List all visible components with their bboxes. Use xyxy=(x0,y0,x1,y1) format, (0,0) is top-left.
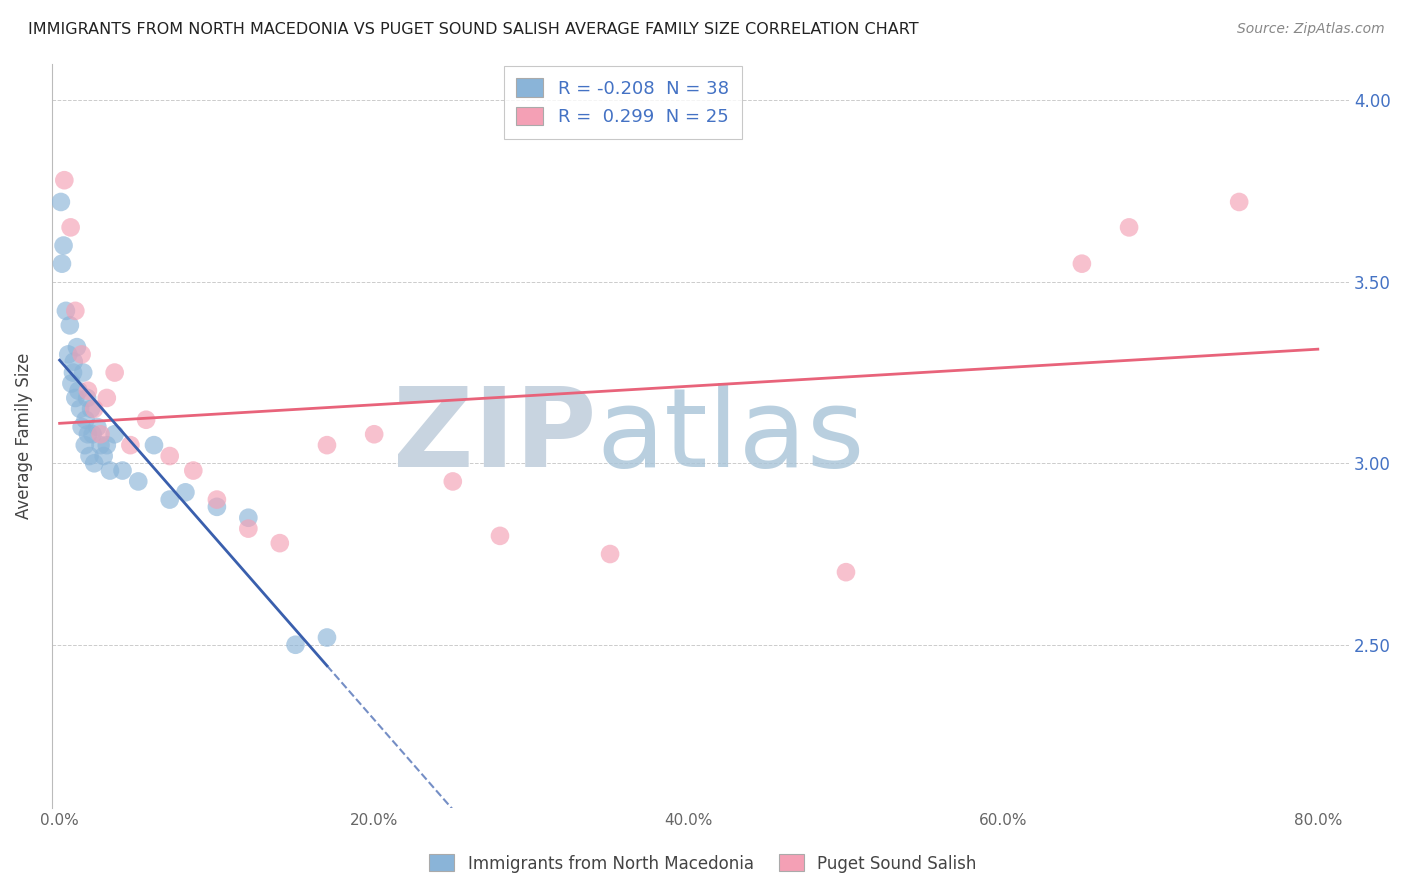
Legend: R = -0.208  N = 38, R =  0.299  N = 25: R = -0.208 N = 38, R = 0.299 N = 25 xyxy=(503,66,741,138)
Point xyxy=(77,384,100,398)
Point xyxy=(67,384,90,398)
Point xyxy=(65,391,87,405)
Point xyxy=(181,464,204,478)
Point xyxy=(269,536,291,550)
Point xyxy=(93,449,115,463)
Point xyxy=(89,427,111,442)
Point xyxy=(82,427,104,442)
Point xyxy=(205,500,228,514)
Point xyxy=(75,413,97,427)
Point xyxy=(59,318,82,333)
Point xyxy=(104,366,127,380)
Point xyxy=(53,173,76,187)
Y-axis label: Average Family Size: Average Family Size xyxy=(15,353,32,519)
Point xyxy=(52,238,75,252)
Point xyxy=(205,492,228,507)
Point xyxy=(83,456,105,470)
Point xyxy=(284,638,307,652)
Point xyxy=(59,220,82,235)
Point xyxy=(143,438,166,452)
Point xyxy=(77,427,100,442)
Point xyxy=(1118,220,1140,235)
Point xyxy=(73,438,96,452)
Point xyxy=(98,464,121,478)
Legend: Immigrants from North Macedonia, Puget Sound Salish: Immigrants from North Macedonia, Puget S… xyxy=(423,847,983,880)
Text: atlas: atlas xyxy=(596,383,865,490)
Point xyxy=(1070,257,1092,271)
Point xyxy=(316,438,339,452)
Point xyxy=(79,449,101,463)
Point xyxy=(835,565,858,579)
Point xyxy=(135,413,157,427)
Point xyxy=(58,347,80,361)
Point xyxy=(51,257,73,271)
Point xyxy=(62,366,84,380)
Point xyxy=(159,449,181,463)
Point xyxy=(69,401,91,416)
Point xyxy=(599,547,621,561)
Text: ZIP: ZIP xyxy=(394,383,596,490)
Point xyxy=(70,420,93,434)
Point xyxy=(62,354,84,368)
Point xyxy=(60,376,83,391)
Point xyxy=(89,438,111,452)
Point xyxy=(1227,194,1250,209)
Point xyxy=(65,303,87,318)
Point xyxy=(96,438,118,452)
Point xyxy=(363,427,385,442)
Point xyxy=(70,347,93,361)
Text: IMMIGRANTS FROM NORTH MACEDONIA VS PUGET SOUND SALISH AVERAGE FAMILY SIZE CORREL: IMMIGRANTS FROM NORTH MACEDONIA VS PUGET… xyxy=(28,22,918,37)
Point xyxy=(111,464,134,478)
Point xyxy=(120,438,142,452)
Point xyxy=(238,510,260,524)
Point xyxy=(159,492,181,507)
Point xyxy=(86,420,108,434)
Point xyxy=(127,475,149,489)
Point xyxy=(489,529,512,543)
Point xyxy=(238,522,260,536)
Point xyxy=(76,391,98,405)
Point xyxy=(316,631,339,645)
Point xyxy=(49,194,72,209)
Point xyxy=(96,391,118,405)
Point xyxy=(80,401,103,416)
Point xyxy=(66,340,89,354)
Point xyxy=(104,427,127,442)
Point xyxy=(83,401,105,416)
Point xyxy=(55,303,77,318)
Point xyxy=(174,485,197,500)
Point xyxy=(441,475,464,489)
Point xyxy=(72,366,94,380)
Text: Source: ZipAtlas.com: Source: ZipAtlas.com xyxy=(1237,22,1385,37)
